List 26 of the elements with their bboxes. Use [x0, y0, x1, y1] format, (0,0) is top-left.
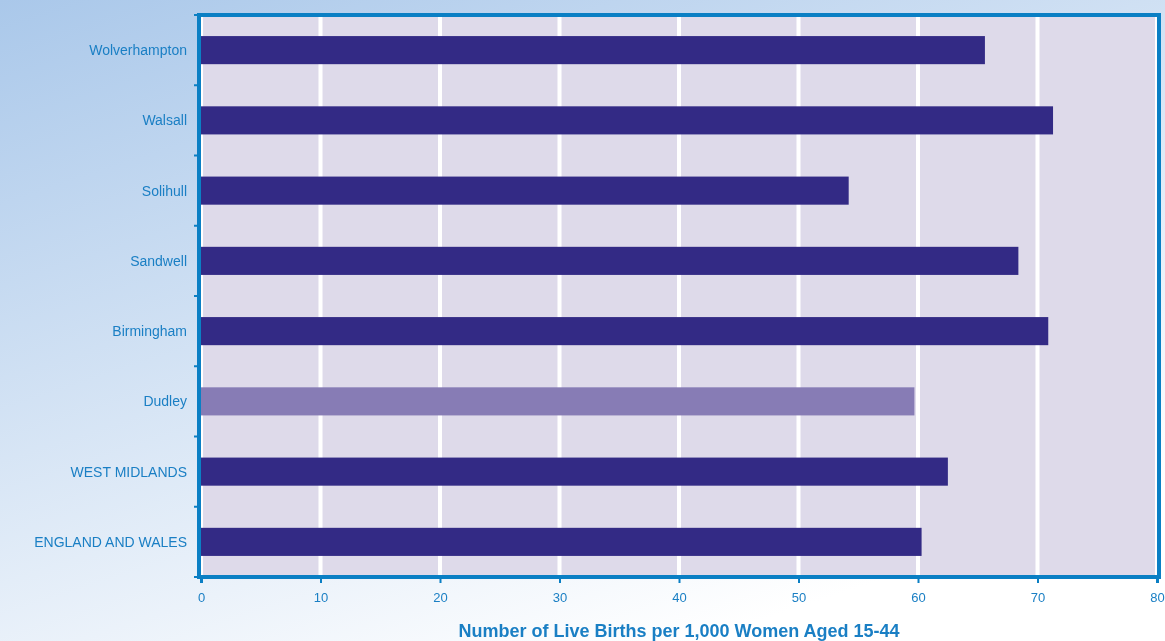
x-tick-label: 40: [672, 590, 687, 606]
y-tick-label: Walsall: [142, 112, 187, 129]
y-tick-label: Birmingham: [112, 323, 187, 340]
bar: [201, 36, 985, 65]
x-tick-label: 30: [552, 590, 568, 606]
y-tick-label: Dudley: [143, 393, 187, 410]
x-tick-label: 20: [433, 590, 448, 606]
y-tick-label: WEST MIDLANDS: [70, 463, 187, 480]
y-tick-label: Solihull: [141, 182, 187, 199]
bar: [201, 176, 849, 205]
bar: [201, 527, 922, 556]
x-tick-label: 70: [1030, 590, 1046, 606]
x-tick-label: 80: [1150, 590, 1165, 606]
x-tick-label: 0: [197, 590, 206, 606]
x-axis-title: Number of Live Births per 1,000 Women Aged 15-44: [458, 621, 900, 641]
x-tick-label: 10: [313, 590, 329, 606]
x-tick-label: 50: [791, 590, 807, 606]
bar: [201, 317, 1049, 346]
x-tick-label: 60: [911, 590, 926, 606]
bar: [201, 246, 1019, 275]
bar: [201, 457, 948, 486]
bar: [201, 387, 915, 416]
y-tick-label: Wolverhampton: [89, 42, 187, 59]
bar: [201, 106, 1054, 135]
y-tick-label: Sandwell: [130, 252, 187, 269]
y-tick-label: ENGLAND AND WALES: [34, 533, 187, 550]
